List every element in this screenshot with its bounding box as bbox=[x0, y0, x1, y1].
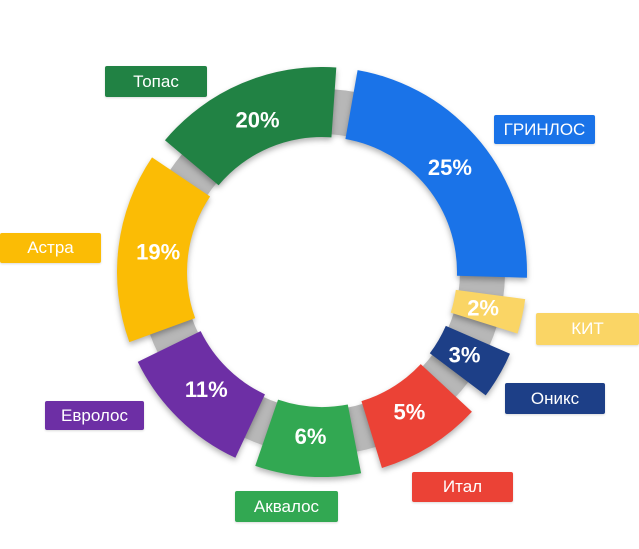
category-label: Аквалос bbox=[235, 491, 338, 522]
segment-value-label: 25% bbox=[428, 155, 472, 180]
segment-value-label: 2% bbox=[467, 295, 499, 320]
donut-segment bbox=[255, 399, 362, 477]
category-label: КИТ bbox=[536, 313, 639, 345]
category-label: Астра bbox=[0, 233, 101, 263]
donut-segment bbox=[361, 364, 472, 469]
segment-value-label: 19% bbox=[136, 239, 180, 264]
category-label: Оникс bbox=[505, 383, 605, 414]
donut-segment bbox=[137, 331, 265, 458]
segment-value-label: 6% bbox=[295, 424, 327, 449]
donut-segment bbox=[429, 325, 510, 396]
donut-segment bbox=[450, 289, 526, 334]
category-label: Евролос bbox=[45, 401, 144, 430]
donut-segment bbox=[164, 67, 337, 186]
segment-value-label: 11% bbox=[185, 377, 228, 402]
segment-value-label: 3% bbox=[449, 343, 481, 368]
category-label: Итал bbox=[412, 472, 513, 502]
category-label: ГРИНЛОС bbox=[494, 115, 595, 144]
segment-value-label: 5% bbox=[394, 399, 426, 424]
donut-segment bbox=[345, 70, 527, 278]
category-label: Топас bbox=[105, 66, 207, 97]
donut-segment bbox=[117, 157, 211, 343]
segment-value-label: 20% bbox=[235, 108, 279, 133]
